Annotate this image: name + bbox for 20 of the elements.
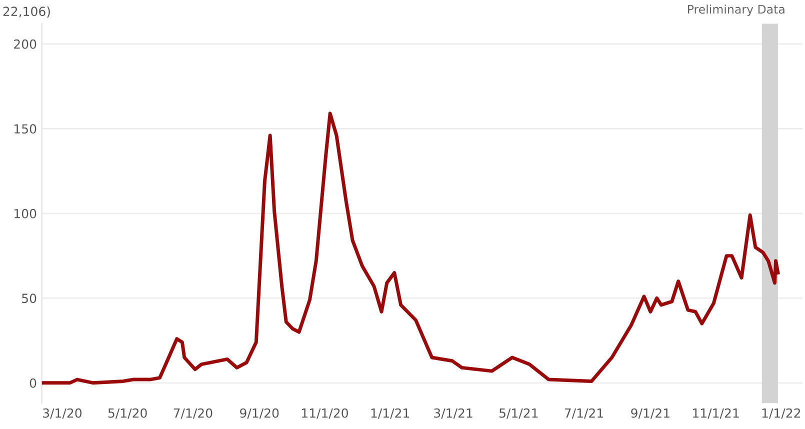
x-tick-label: 3/1/21 [434,408,472,419]
x-tick-label: 7/1/21 [564,408,603,419]
x-tick-label: 1/1/21 [371,408,410,419]
x-tick-label: 9/1/20 [240,408,279,419]
chart-title: 22,106) [3,6,50,18]
band-label: Preliminary Data [688,4,784,16]
line-series [42,112,780,385]
x-tick-label: 11/1/21 [693,408,739,419]
x-tick-label: 9/1/21 [631,408,670,419]
x-tick-label: 1/1/22 [762,408,800,419]
y-tick-label: 0 [30,378,36,388]
x-tick-label: 11/1/20 [302,408,348,419]
y-tick-label: 150 [14,124,36,134]
y-tick-label: 200 [14,39,36,49]
x-tick-label: 3/1/20 [43,408,82,419]
y-tick-label: 50 [22,294,36,304]
x-tick-label: 5/1/21 [500,408,538,419]
y-tick-label: 100 [14,208,36,218]
x-tick-label: 5/1/20 [108,408,147,419]
x-tick-label: 7/1/20 [174,408,212,419]
